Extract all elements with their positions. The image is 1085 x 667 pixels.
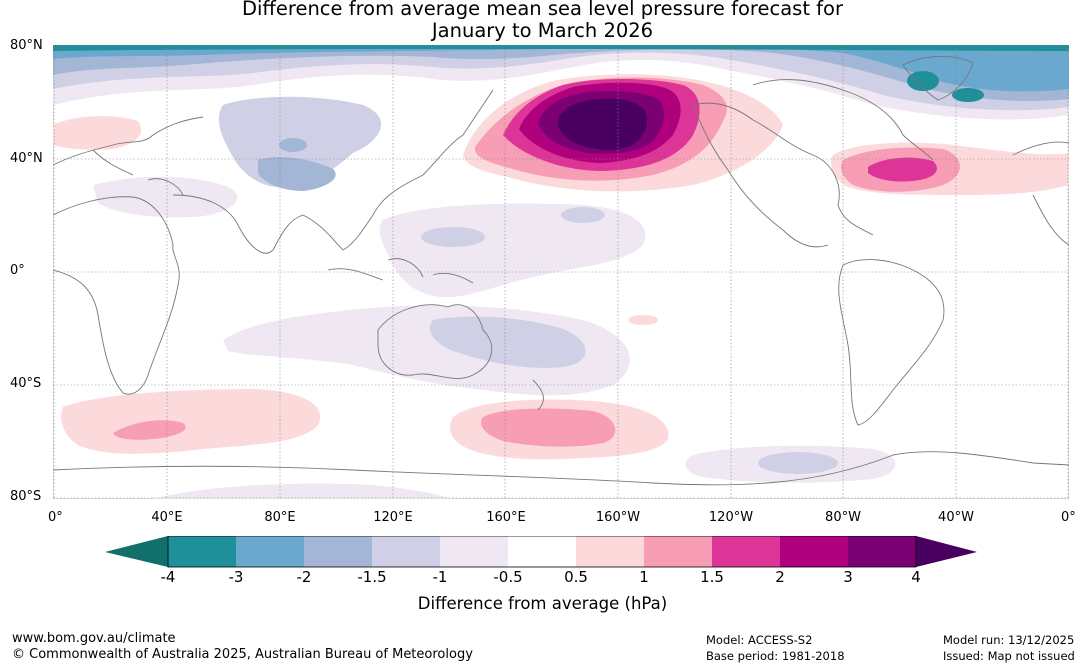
colorbar-tick-label: -1 [432, 568, 448, 586]
colorbar-bin [304, 536, 372, 567]
coastlines [53, 55, 1069, 486]
colorbar-bin [236, 536, 304, 567]
colorbar-tick-label: 1.5 [700, 568, 724, 586]
colorbar-label: Difference from average (hPa) [417, 594, 668, 613]
lon-label-80w: 80°W [825, 510, 861, 525]
southern-indian-ocean-positive-anomaly [61, 389, 321, 454]
lon-label-120e: 120°E [373, 510, 413, 525]
colorbar-tick-label: -1.5 [357, 568, 387, 586]
lon-label-160w: 160°W [595, 510, 641, 525]
footer-issued: Issued: Map not issued [943, 649, 1075, 663]
north-atlantic-positive-anomaly [53, 116, 1069, 195]
colorbar-extend-min [105, 536, 168, 567]
lon-label-0-right: 0° [1061, 510, 1076, 525]
lat-label-40s: 40°S [10, 376, 42, 391]
lon-label-80e: 80°E [264, 510, 296, 525]
map-title-line-1: Difference from average mean sea level p… [242, 0, 843, 20]
colorbar-bin [712, 536, 780, 567]
lat-label-80n: 80°N [10, 38, 43, 53]
lat-label-40n: 40°N [10, 151, 43, 166]
north-pacific-positive-anomaly [463, 74, 783, 192]
lon-label-160e: 160°E [486, 510, 526, 525]
colorbar [105, 536, 977, 568]
colorbar-bin [168, 536, 236, 567]
lat-label-0: 0° [10, 263, 25, 278]
colorbar-bin [440, 536, 508, 567]
lon-label-0-left: 0° [48, 510, 63, 525]
pressure-anomaly-map [53, 45, 1069, 499]
footer-model-run: Model run: 13/12/2025 [943, 633, 1075, 647]
colorbar-tick-label: 0.5 [564, 568, 588, 586]
footer-copyright: © Commonwealth of Australia 2025, Austra… [12, 647, 473, 662]
colorbar-tick-label: -3 [228, 568, 244, 586]
footer-base-period: Base period: 1981-2018 [706, 649, 845, 663]
australia-negative-anomaly [223, 305, 658, 396]
colorbar-tick-label: 2 [775, 568, 785, 586]
lon-label-40e: 40°E [151, 510, 183, 525]
central-asia-negative-anomaly [93, 96, 382, 218]
colorbar-tick-label: -4 [160, 568, 176, 586]
colorbar-tick-label: -0.5 [493, 568, 523, 586]
footer-url: www.bom.gov.au/climate [12, 631, 176, 646]
tasman-positive-anomaly [450, 399, 669, 460]
colorbar-bin [848, 536, 916, 567]
colorbar-extend-max [916, 536, 977, 567]
colorbar-bin [508, 536, 576, 567]
map-title-line-2: January to March 2026 [431, 19, 654, 42]
colorbar-bin [644, 536, 712, 567]
colorbar-bin [372, 536, 440, 567]
footer-model: Model: ACCESS-S2 [706, 633, 813, 647]
colorbar-bin [780, 536, 848, 567]
colorbar-tick-label: 4 [911, 568, 921, 586]
graticule [53, 45, 1069, 499]
colorbar-tick-label: -2 [296, 568, 312, 586]
lon-label-40w: 40°W [938, 510, 974, 525]
colorbar-bin [576, 536, 644, 567]
lon-label-120w: 120°W [708, 510, 754, 525]
colorbar-tick-label: 1 [639, 568, 649, 586]
colorbar-tick-label: 3 [843, 568, 853, 586]
lat-label-80s: 80°S [10, 489, 42, 504]
